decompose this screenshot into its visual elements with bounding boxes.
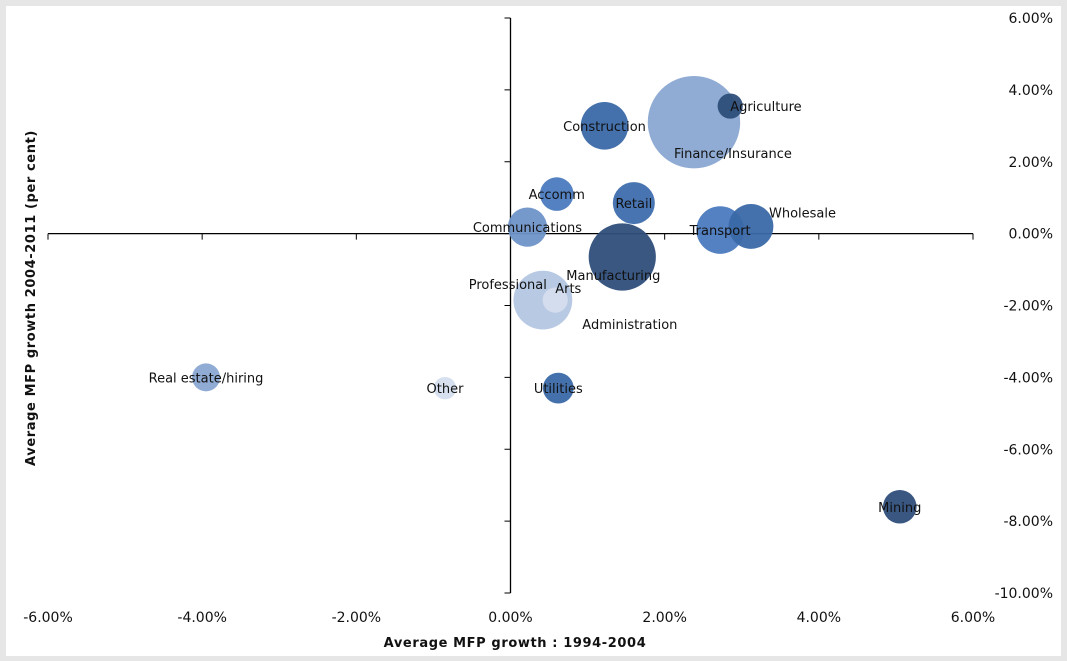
x-tick-label: -6.00% <box>23 610 73 626</box>
y-tick-label: -10.00% <box>995 586 1053 602</box>
x-axis-title: Average MFP growth : 1994-2004 <box>384 636 647 651</box>
bubble-real-estate-hiring <box>192 363 221 392</box>
bubble-wholesale <box>728 204 774 249</box>
x-tick-label: -2.00% <box>332 610 382 626</box>
bubble-label: Transport <box>689 224 751 239</box>
y-tick-label: -6.00% <box>1003 442 1053 458</box>
bubble-label: Other <box>427 382 465 397</box>
bubble-label: Retail <box>615 197 652 212</box>
bubble-retail <box>612 182 655 225</box>
bubble-utilities <box>542 372 574 404</box>
bubble-mining <box>882 489 917 524</box>
y-tick-label: 4.00% <box>1009 83 1053 99</box>
bubble-label: Real estate/hiring <box>149 371 264 386</box>
bubble-chart: -6.00% -4.00% -2.00% 0.00% 2.00% 4.00% 6.00% 6.… <box>23 11 1053 651</box>
y-tick-label: -2.00% <box>1003 299 1053 315</box>
x-tick-label: 6.00% <box>951 610 995 626</box>
bubble-finance-insurance <box>647 76 741 169</box>
bubble-label: Accomm <box>529 188 585 203</box>
x-tick-label: -4.00% <box>177 610 227 626</box>
x-tick-label: 4.00% <box>797 610 841 626</box>
bubble-label: Administration <box>582 318 677 333</box>
bubble-agriculture <box>717 93 743 119</box>
x-tick-label: 0.00% <box>488 610 532 626</box>
bubble-arts <box>542 287 568 313</box>
bubble-label: Communications <box>473 221 582 236</box>
bubble-construction <box>580 102 629 150</box>
bubble-communications <box>507 207 548 247</box>
bubble-manufacturing <box>588 223 656 291</box>
y-tick-label: 0.00% <box>1009 227 1053 243</box>
y-tick-label: -8.00% <box>1003 514 1053 530</box>
bubble-accomm <box>539 177 574 211</box>
y-tick-label: 2.00% <box>1009 155 1053 171</box>
y-tick-label: 6.00% <box>1009 11 1053 27</box>
x-tick-label: 2.00% <box>642 610 686 626</box>
bubble-label: Professional <box>469 278 547 293</box>
bubble-label: Mining <box>878 501 921 516</box>
bubble-label: Manufacturing <box>566 269 660 284</box>
bubble-label: Arts <box>555 282 581 297</box>
y-tick-label: -4.00% <box>1003 370 1053 386</box>
bubble-label: Utilities <box>534 382 583 397</box>
bubble-label: Wholesale <box>769 206 836 221</box>
bubble-label: Agriculture <box>730 100 802 115</box>
bubble-label: Construction <box>563 120 646 135</box>
bubble-other <box>433 376 457 400</box>
y-axis-title: Average MFP growth 2004-2011 (per cent) <box>24 130 39 466</box>
chart-frame: -6.00% -4.00% -2.00% 0.00% 2.00% 4.00% 6.00% 6.… <box>6 6 1061 656</box>
bubble-label: Finance/Insurance <box>674 147 792 162</box>
